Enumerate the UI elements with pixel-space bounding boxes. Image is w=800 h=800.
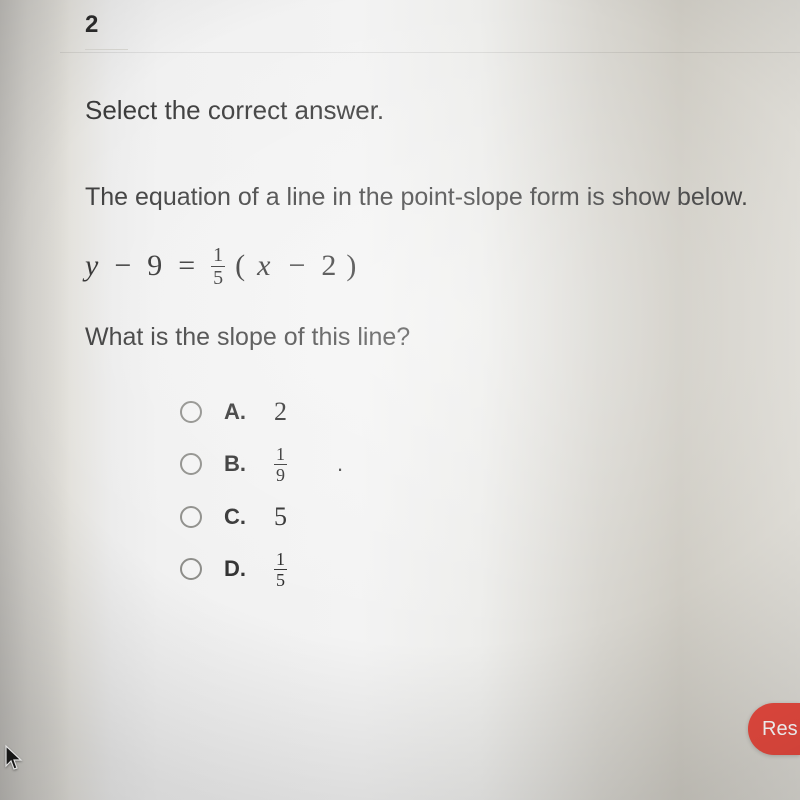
- equation-lhs-var: y: [85, 249, 98, 283]
- option-d[interactable]: D. 1 5: [180, 550, 770, 589]
- radio-icon[interactable]: [180, 453, 202, 475]
- minus-sign: −: [289, 249, 306, 283]
- divider: [60, 52, 800, 53]
- close-paren: ): [346, 249, 356, 283]
- question-number: 2: [85, 11, 98, 39]
- equation-coefficient-fraction: 1 5: [211, 245, 225, 288]
- radio-icon[interactable]: [180, 558, 202, 580]
- fraction-denominator: 5: [211, 267, 225, 288]
- option-fraction: 1 9: [274, 445, 287, 484]
- question-content: Select the correct answer. The equation …: [85, 95, 770, 589]
- fraction-denominator: 5: [274, 570, 287, 589]
- reset-button-label: Res: [762, 718, 798, 741]
- option-value: 5: [274, 502, 287, 532]
- fraction-denominator: 9: [274, 465, 287, 484]
- option-c[interactable]: C. 5: [180, 502, 770, 532]
- option-letter: B.: [224, 451, 252, 477]
- equation-rhs-const: 2: [321, 249, 336, 283]
- fraction-numerator: 1: [274, 445, 287, 465]
- option-value: 2: [274, 397, 287, 427]
- open-paren: (: [235, 249, 245, 283]
- instruction-text: Select the correct answer.: [85, 95, 770, 126]
- fraction-numerator: 1: [274, 550, 287, 570]
- equation-lhs-const: 9: [147, 249, 162, 283]
- option-fraction: 1 5: [274, 550, 287, 589]
- question-stem: The equation of a line in the point-slop…: [85, 181, 770, 215]
- radio-icon[interactable]: [180, 401, 202, 423]
- option-letter: A.: [224, 399, 252, 425]
- option-b[interactable]: B. 1 9 .: [180, 445, 770, 484]
- option-a[interactable]: A. 2: [180, 397, 770, 427]
- minus-sign: −: [114, 249, 131, 283]
- mouse-cursor-icon: [4, 744, 26, 772]
- radio-icon[interactable]: [180, 506, 202, 528]
- question-number-bar: 2: [85, 0, 128, 50]
- equation: y − 9 = 1 5 ( x − 2 ): [85, 245, 770, 288]
- equals-sign: =: [178, 249, 195, 283]
- equation-rhs-var: x: [257, 249, 270, 283]
- fraction-numerator: 1: [211, 245, 225, 267]
- option-value: 1 5: [274, 550, 287, 589]
- trailing-dot: .: [337, 451, 343, 477]
- option-letter: C.: [224, 504, 252, 530]
- answer-options: A. 2 B. 1 9 . C. 5 D. 1: [180, 397, 770, 589]
- option-value: 1 9: [274, 445, 287, 484]
- reset-button[interactable]: Res: [748, 703, 800, 755]
- question-text: What is the slope of this line?: [85, 323, 770, 352]
- option-letter: D.: [224, 556, 252, 582]
